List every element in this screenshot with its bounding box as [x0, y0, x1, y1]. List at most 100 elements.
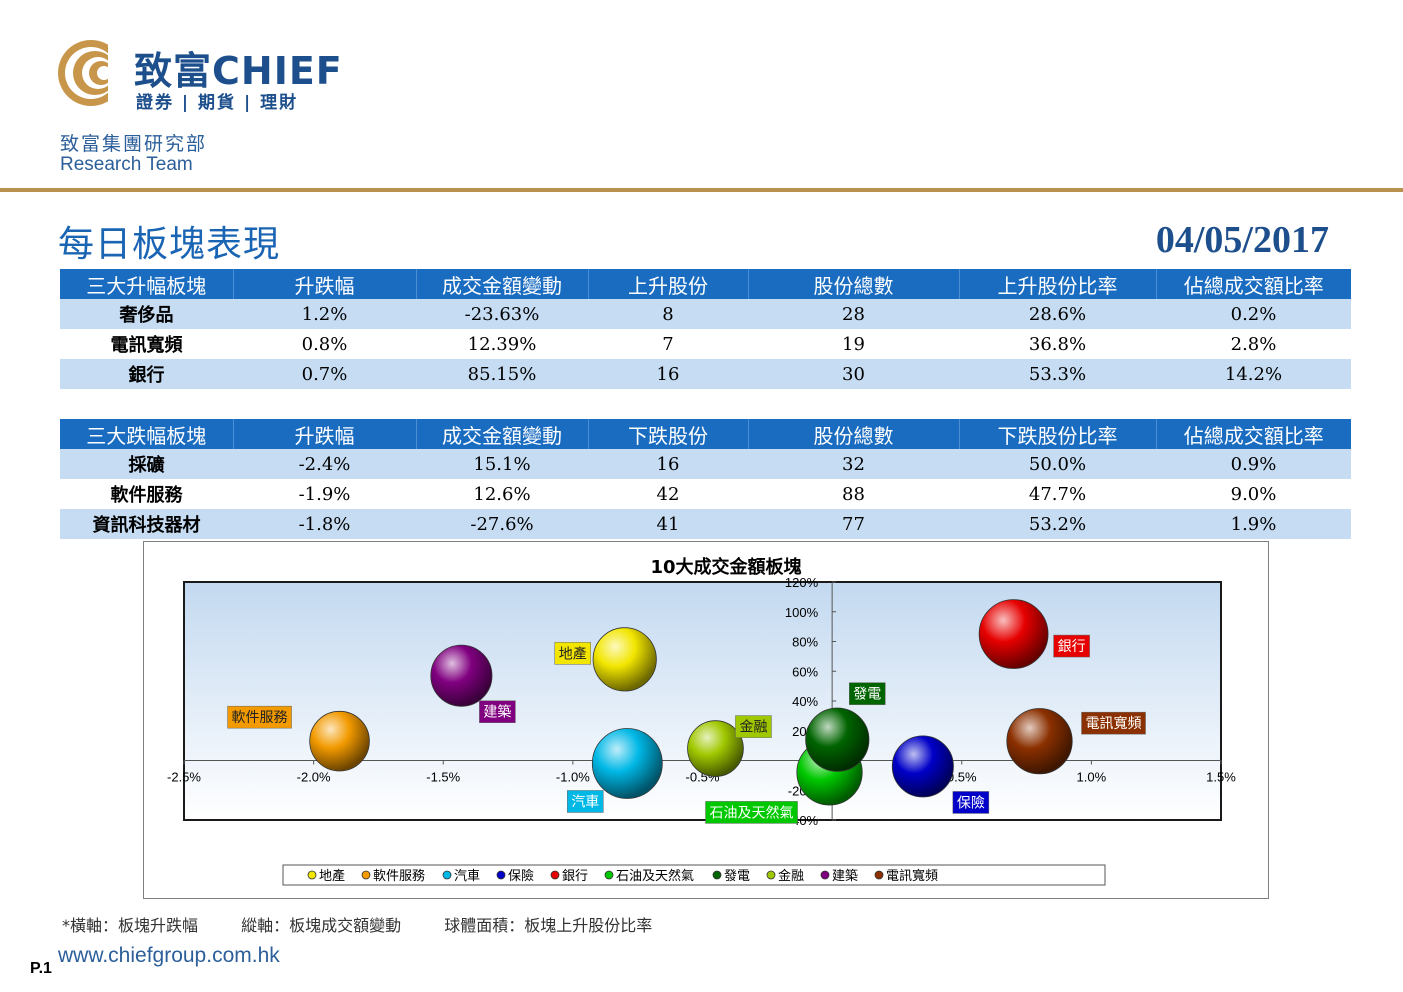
- bubble-金融: [687, 720, 744, 777]
- footnote-bubble: 球體面積：板塊上升股份比率: [444, 916, 653, 935]
- top-gainers-table: 三大升幅板塊 升跌幅 成交金額變動 上升股份 股份總數 上升股份比率 佔總成交額…: [60, 269, 1351, 389]
- table-row: 電訊寬頻 0.8% 12.39% 7 19 36.8% 2.8%: [60, 329, 1351, 359]
- table-cell: 0.8%: [233, 329, 416, 359]
- table-cell: 16: [588, 449, 748, 479]
- x-tick-label: -1.0%: [556, 770, 590, 785]
- legend-marker: [442, 870, 452, 880]
- page-number: P.1: [30, 960, 52, 977]
- column-header: 升跌幅: [233, 419, 417, 449]
- chart-footnote: *橫軸：板塊升跌幅 縱軸：板塊成交額變動 球體面積：板塊上升股份比率: [62, 912, 690, 936]
- header-divider: [0, 188, 1403, 192]
- website-link[interactable]: www.chiefgroup.com.hk: [58, 944, 280, 967]
- table-cell: 0.2%: [1156, 299, 1351, 329]
- legend-marker: [766, 870, 776, 880]
- legend-label: 地產: [319, 868, 345, 884]
- bubble-label-bg: [849, 682, 886, 705]
- legend-marker: [361, 870, 371, 880]
- x-tick-label: -1.5%: [426, 770, 460, 785]
- bubble-label-bg: [735, 715, 772, 738]
- x-tick-label: 1.5%: [1206, 770, 1236, 785]
- table-cell: 36.8%: [959, 329, 1156, 359]
- bubble-建築: [430, 644, 493, 707]
- sector-name: 資訊科技器材: [60, 509, 233, 539]
- legend-label: 保險: [508, 869, 534, 884]
- column-header: 上升股份: [588, 269, 749, 299]
- chart-legend: [282, 864, 1106, 886]
- table-row: 奢侈品 1.2% -23.63% 8 28 28.6% 0.2%: [60, 299, 1351, 329]
- table-cell: 12.6%: [416, 479, 588, 509]
- legend-marker: [550, 870, 560, 880]
- bubble-label: 保險: [957, 795, 985, 811]
- plot-area: [183, 581, 1222, 821]
- bubble-保險: [891, 735, 954, 798]
- bubble-label: 銀行: [1058, 639, 1086, 655]
- footnote-x-axis: *橫軸：板塊升跌幅: [62, 916, 199, 935]
- table-cell: 53.2%: [959, 509, 1156, 539]
- table-cell: 1.2%: [233, 299, 416, 329]
- bubble-電訊寬頻: [1006, 708, 1073, 775]
- sector-name: 銀行: [60, 359, 233, 389]
- column-header: 股份總數: [748, 419, 960, 449]
- table-row: 資訊科技器材 -1.8% -27.6% 41 77 53.2% 1.9%: [60, 509, 1351, 539]
- table-cell: 88: [748, 479, 959, 509]
- table-header-row: 三大升幅板塊 升跌幅 成交金額變動 上升股份 股份總數 上升股份比率 佔總成交額…: [60, 269, 1351, 299]
- table-cell: -27.6%: [416, 509, 588, 539]
- sector-name: 軟件服務: [60, 479, 233, 509]
- bubble-label: 發電: [853, 687, 881, 703]
- table-cell: 12.39%: [416, 329, 588, 359]
- bubble-地產: [592, 627, 657, 692]
- table-cell: 53.3%: [959, 359, 1156, 389]
- column-header: 股份總數: [748, 269, 960, 299]
- column-header: 下跌股份: [588, 419, 749, 449]
- table-cell: -1.8%: [233, 509, 416, 539]
- sector-name: 奢侈品: [60, 299, 233, 329]
- bubble-label-bg: [479, 700, 516, 723]
- bubble-汽車: [591, 728, 663, 799]
- table-cell: 14.2%: [1156, 359, 1351, 389]
- table-cell: 77: [748, 509, 959, 539]
- x-tick-label: -2.0%: [297, 770, 331, 785]
- sector-name: 採礦: [60, 449, 233, 479]
- research-team-en: Research Team: [60, 154, 193, 175]
- bubble-label: 軟件服務: [232, 710, 288, 726]
- y-tick-label: 100%: [785, 605, 819, 620]
- bubble-label: 建築: [483, 705, 511, 721]
- bubble-label-bg: [554, 642, 591, 665]
- table-cell: 28: [748, 299, 959, 329]
- y-tick-label: 80%: [792, 635, 818, 650]
- column-header: 升跌幅: [233, 269, 417, 299]
- x-tick-label: 1.0%: [1077, 770, 1107, 785]
- table-cell: 42: [588, 479, 748, 509]
- table-cell: 19: [748, 329, 959, 359]
- column-header: 成交金額變動: [416, 269, 589, 299]
- bubble-label: 石油及天然氣: [710, 804, 794, 821]
- legend-label: 軟件服務: [373, 868, 425, 884]
- table-row: 軟件服務 -1.9% 12.6% 42 88 47.7% 9.0%: [60, 479, 1351, 509]
- bubble-label-bg: [705, 801, 798, 824]
- table-cell: 50.0%: [959, 449, 1156, 479]
- table-cell: 15.1%: [416, 449, 588, 479]
- column-header: 佔總成交額比率: [1156, 419, 1351, 449]
- x-tick-label: -2.5%: [167, 770, 201, 785]
- legend-label: 銀行: [562, 869, 588, 884]
- bubble-label-bg: [227, 705, 292, 729]
- bubble-chart-svg: 10大成交金額板塊 -2.5%-2.0%-1.5%-1.0%-0.5%0.0%0…: [167, 556, 1236, 886]
- bubble-label-bg: [567, 790, 604, 813]
- table-cell: 0.9%: [1156, 449, 1351, 479]
- page-title: 每日板塊表現: [58, 224, 281, 265]
- bubble-label-bg: [952, 791, 990, 814]
- table-row: 銀行 0.7% 85.15% 16 30 53.3% 14.2%: [60, 359, 1351, 389]
- table-header-row: 三大跌幅板塊 升跌幅 成交金額變動 下跌股份 股份總數 下跌股份比率 佔總成交額…: [60, 419, 1351, 449]
- bubble-chart: 10大成交金額板塊 -2.5%-2.0%-1.5%-1.0%-0.5%0.0%0…: [143, 541, 1269, 899]
- table-cell: -1.9%: [233, 479, 416, 509]
- legend-marker: [604, 870, 614, 880]
- research-team-cn: 致富集團研究部: [60, 133, 208, 155]
- column-header: 下跌股份比率: [959, 419, 1157, 449]
- footnote-y-axis: 縱軸：板塊成交額變動: [241, 916, 402, 935]
- table-cell: 28.6%: [959, 299, 1156, 329]
- top-losers-table: 三大跌幅板塊 升跌幅 成交金額變動 下跌股份 股份總數 下跌股份比率 佔總成交額…: [60, 419, 1351, 539]
- sector-name: 電訊寬頻: [60, 329, 233, 359]
- table-cell: 30: [748, 359, 959, 389]
- legend-marker: [712, 870, 722, 880]
- column-header: 成交金額變動: [416, 419, 589, 449]
